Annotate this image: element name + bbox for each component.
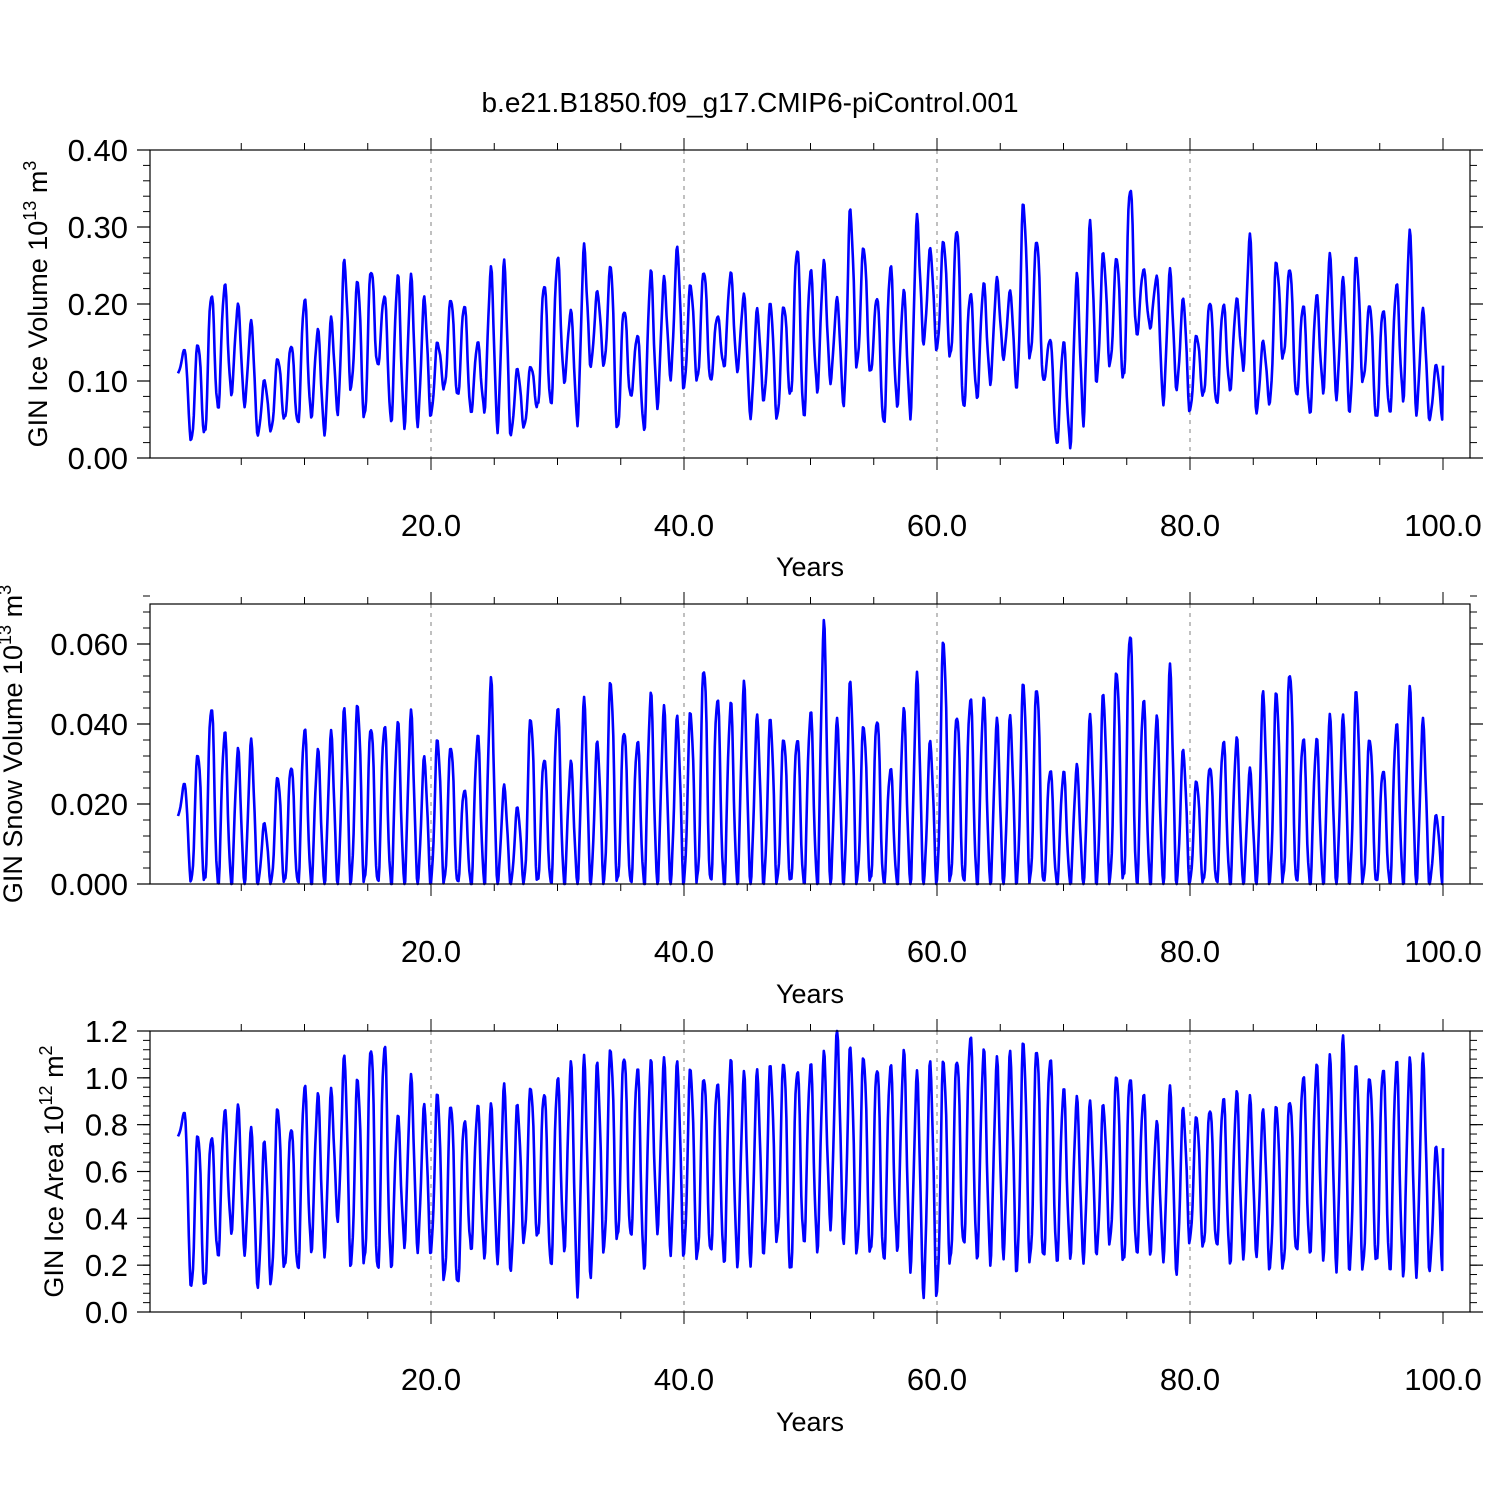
x-tick-label: 20.0: [401, 508, 461, 543]
y-tick-label: 0.20: [68, 287, 128, 322]
x-axis-label: Years: [776, 1407, 844, 1437]
y-tick-label: 0.00: [68, 441, 128, 476]
x-tick-label: 80.0: [1160, 934, 1220, 969]
ice-volume-panel: 0.00 0.10 0.20 0.30 0.40 20.0 40.0 60.0 80.0 100.…: [20, 133, 1483, 582]
x-tick-label: 60.0: [907, 1362, 967, 1397]
x-axis-label: Years: [776, 979, 844, 1009]
x-tick-label: 100.0: [1404, 1362, 1482, 1397]
data-series-line: [176, 618, 1445, 886]
x-tick-label: 100.0: [1404, 934, 1482, 969]
y-axis-label: GIN Snow Volume 1013 m3: [0, 585, 28, 903]
snow-volume-panel: 0.000 0.020 0.040 0.060 20.0 40.0 60.0 80.0 100.…: [0, 585, 1483, 1009]
y-axis-label: GIN Ice Volume 1013 m3: [20, 161, 53, 448]
y-axis-label: GIN Ice Area 1012 m2: [36, 1045, 69, 1297]
x-tick-label: 60.0: [907, 934, 967, 969]
y-tick-label: 0.30: [68, 210, 128, 245]
y-tick-label: 0.000: [50, 867, 128, 902]
data-series-line: [176, 189, 1445, 450]
y-tick-label: 0.6: [85, 1155, 128, 1190]
x-tick-label: 20.0: [401, 1362, 461, 1397]
x-tick-label: 80.0: [1160, 1362, 1220, 1397]
y-tick-label: 0.2: [85, 1248, 128, 1283]
ice-area-panel: 0.0 0.2 0.4 0.6 0.8 1.0 1.2 20.0 40.0 60.0 80.0 100…: [36, 1014, 1483, 1437]
y-tick-label: 0.4: [85, 1201, 128, 1236]
y-tick-label: 0.020: [50, 787, 128, 822]
x-axis-label: Years: [776, 552, 844, 582]
chart-title: b.e21.B1850.f09_g17.CMIP6-piControl.001: [481, 87, 1018, 118]
y-tick-label: 0.8: [85, 1108, 128, 1143]
x-tick-label: 100.0: [1404, 508, 1482, 543]
y-tick-label: 0.040: [50, 707, 128, 742]
data-series-line: [176, 1029, 1445, 1300]
x-tick-label: 80.0: [1160, 508, 1220, 543]
y-tick-label: 0.0: [85, 1295, 128, 1330]
x-tick-label: 40.0: [654, 1362, 714, 1397]
y-tick-label: 0.40: [68, 133, 128, 168]
x-tick-label: 40.0: [654, 508, 714, 543]
x-tick-label: 40.0: [654, 934, 714, 969]
y-tick-label: 1.0: [85, 1061, 128, 1096]
y-tick-label: 0.060: [50, 627, 128, 662]
y-tick-label: 1.2: [85, 1014, 128, 1049]
x-tick-label: 20.0: [401, 934, 461, 969]
y-tick-label: 0.10: [68, 364, 128, 399]
x-tick-label: 60.0: [907, 508, 967, 543]
